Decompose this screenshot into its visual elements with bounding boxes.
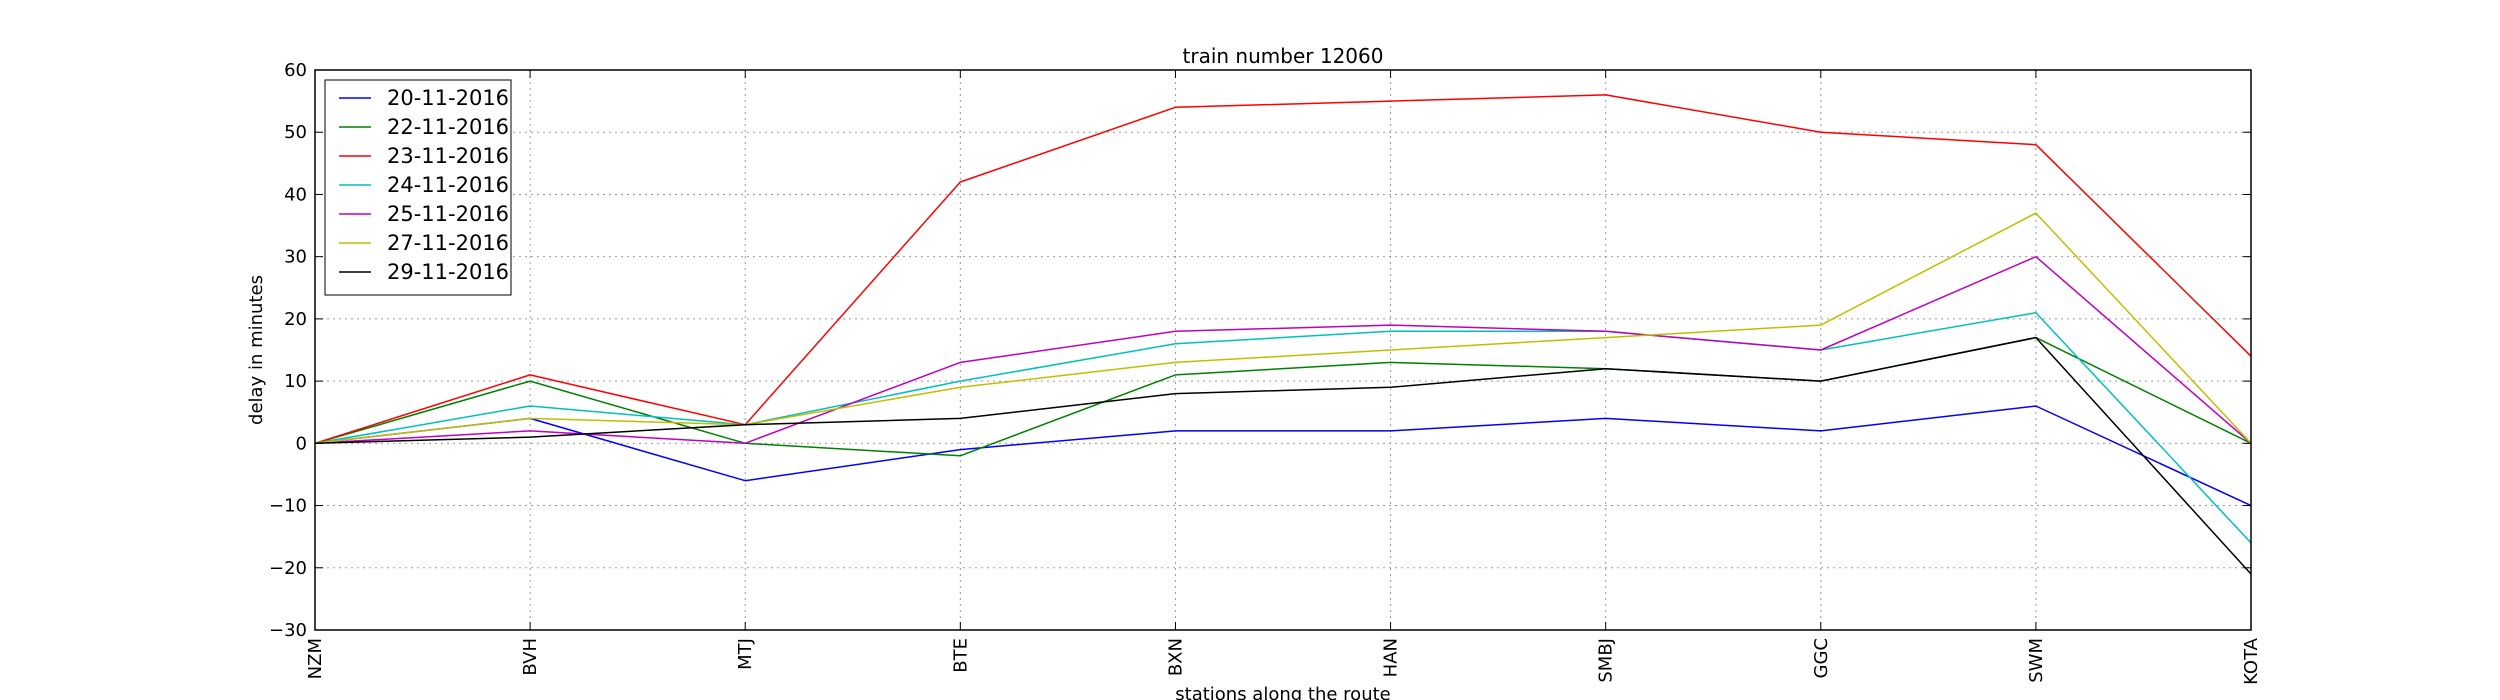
legend-entry-label: 27-11-2016 bbox=[387, 231, 509, 255]
y-axis-label: delay in minutes bbox=[246, 275, 267, 425]
x-tick-label: SWM bbox=[2026, 638, 2047, 683]
series-line-22-11-2016 bbox=[314, 336, 2252, 457]
y-tick-label: 40 bbox=[284, 184, 307, 205]
x-axis-ticks: NZM BVH MTJ BTE BXN HAN SMBJ GGC SWM KOTA bbox=[305, 70, 2262, 685]
series-lines bbox=[314, 94, 2252, 575]
x-tick-label: NZM bbox=[305, 638, 326, 679]
legend-entry-label: 20-11-2016 bbox=[387, 86, 509, 110]
y-axis-ticks: −30 −20 −10 0 10 20 30 40 50 60 bbox=[269, 60, 2251, 641]
y-tick-label: −10 bbox=[269, 496, 307, 517]
x-tick-label: BXN bbox=[1165, 638, 1186, 676]
legend-entry-label: 25-11-2016 bbox=[387, 202, 509, 226]
y-tick-label: 30 bbox=[284, 247, 307, 268]
x-tick-label: MTJ bbox=[735, 638, 756, 670]
x-tick-label: BVH bbox=[520, 638, 541, 676]
y-tick-label: −30 bbox=[269, 620, 307, 641]
x-axis-label: stations along the route bbox=[1175, 684, 1390, 700]
plot-area-frame bbox=[314, 69, 2252, 631]
legend: 20-11-2016 22-11-2016 23-11-2016 24-11-2016… bbox=[324, 79, 512, 296]
y-tick-label: 60 bbox=[284, 60, 307, 81]
series-line-25-11-2016 bbox=[314, 255, 2252, 445]
legend-entry-label: 23-11-2016 bbox=[387, 144, 509, 168]
legend-frame bbox=[324, 79, 512, 296]
grid-lines bbox=[314, 69, 2252, 631]
x-tick-label: SMBJ bbox=[1596, 638, 1617, 683]
series-line-20-11-2016 bbox=[314, 405, 2252, 507]
legend-entry-label: 24-11-2016 bbox=[387, 173, 509, 197]
x-tick-label: KOTA bbox=[2241, 637, 2262, 685]
chart-title: train number 12060 bbox=[1183, 44, 1384, 68]
y-tick-label: 0 bbox=[296, 433, 307, 454]
legend-entry-label: 22-11-2016 bbox=[387, 115, 509, 139]
y-tick-label: −20 bbox=[269, 558, 307, 579]
x-tick-label: HAN bbox=[1381, 638, 1402, 677]
y-tick-label: 20 bbox=[284, 309, 307, 330]
series-line-27-11-2016 bbox=[314, 212, 2252, 445]
series-line-29-11-2016 bbox=[314, 336, 2252, 575]
series-line-24-11-2016 bbox=[314, 311, 2252, 544]
series-line-23-11-2016 bbox=[314, 94, 2252, 445]
x-tick-label: GGC bbox=[1811, 638, 1832, 678]
x-tick-label: BTE bbox=[950, 638, 971, 673]
y-tick-label: 10 bbox=[284, 371, 307, 392]
legend-entry-label: 29-11-2016 bbox=[387, 260, 509, 284]
y-tick-label: 50 bbox=[284, 122, 307, 143]
